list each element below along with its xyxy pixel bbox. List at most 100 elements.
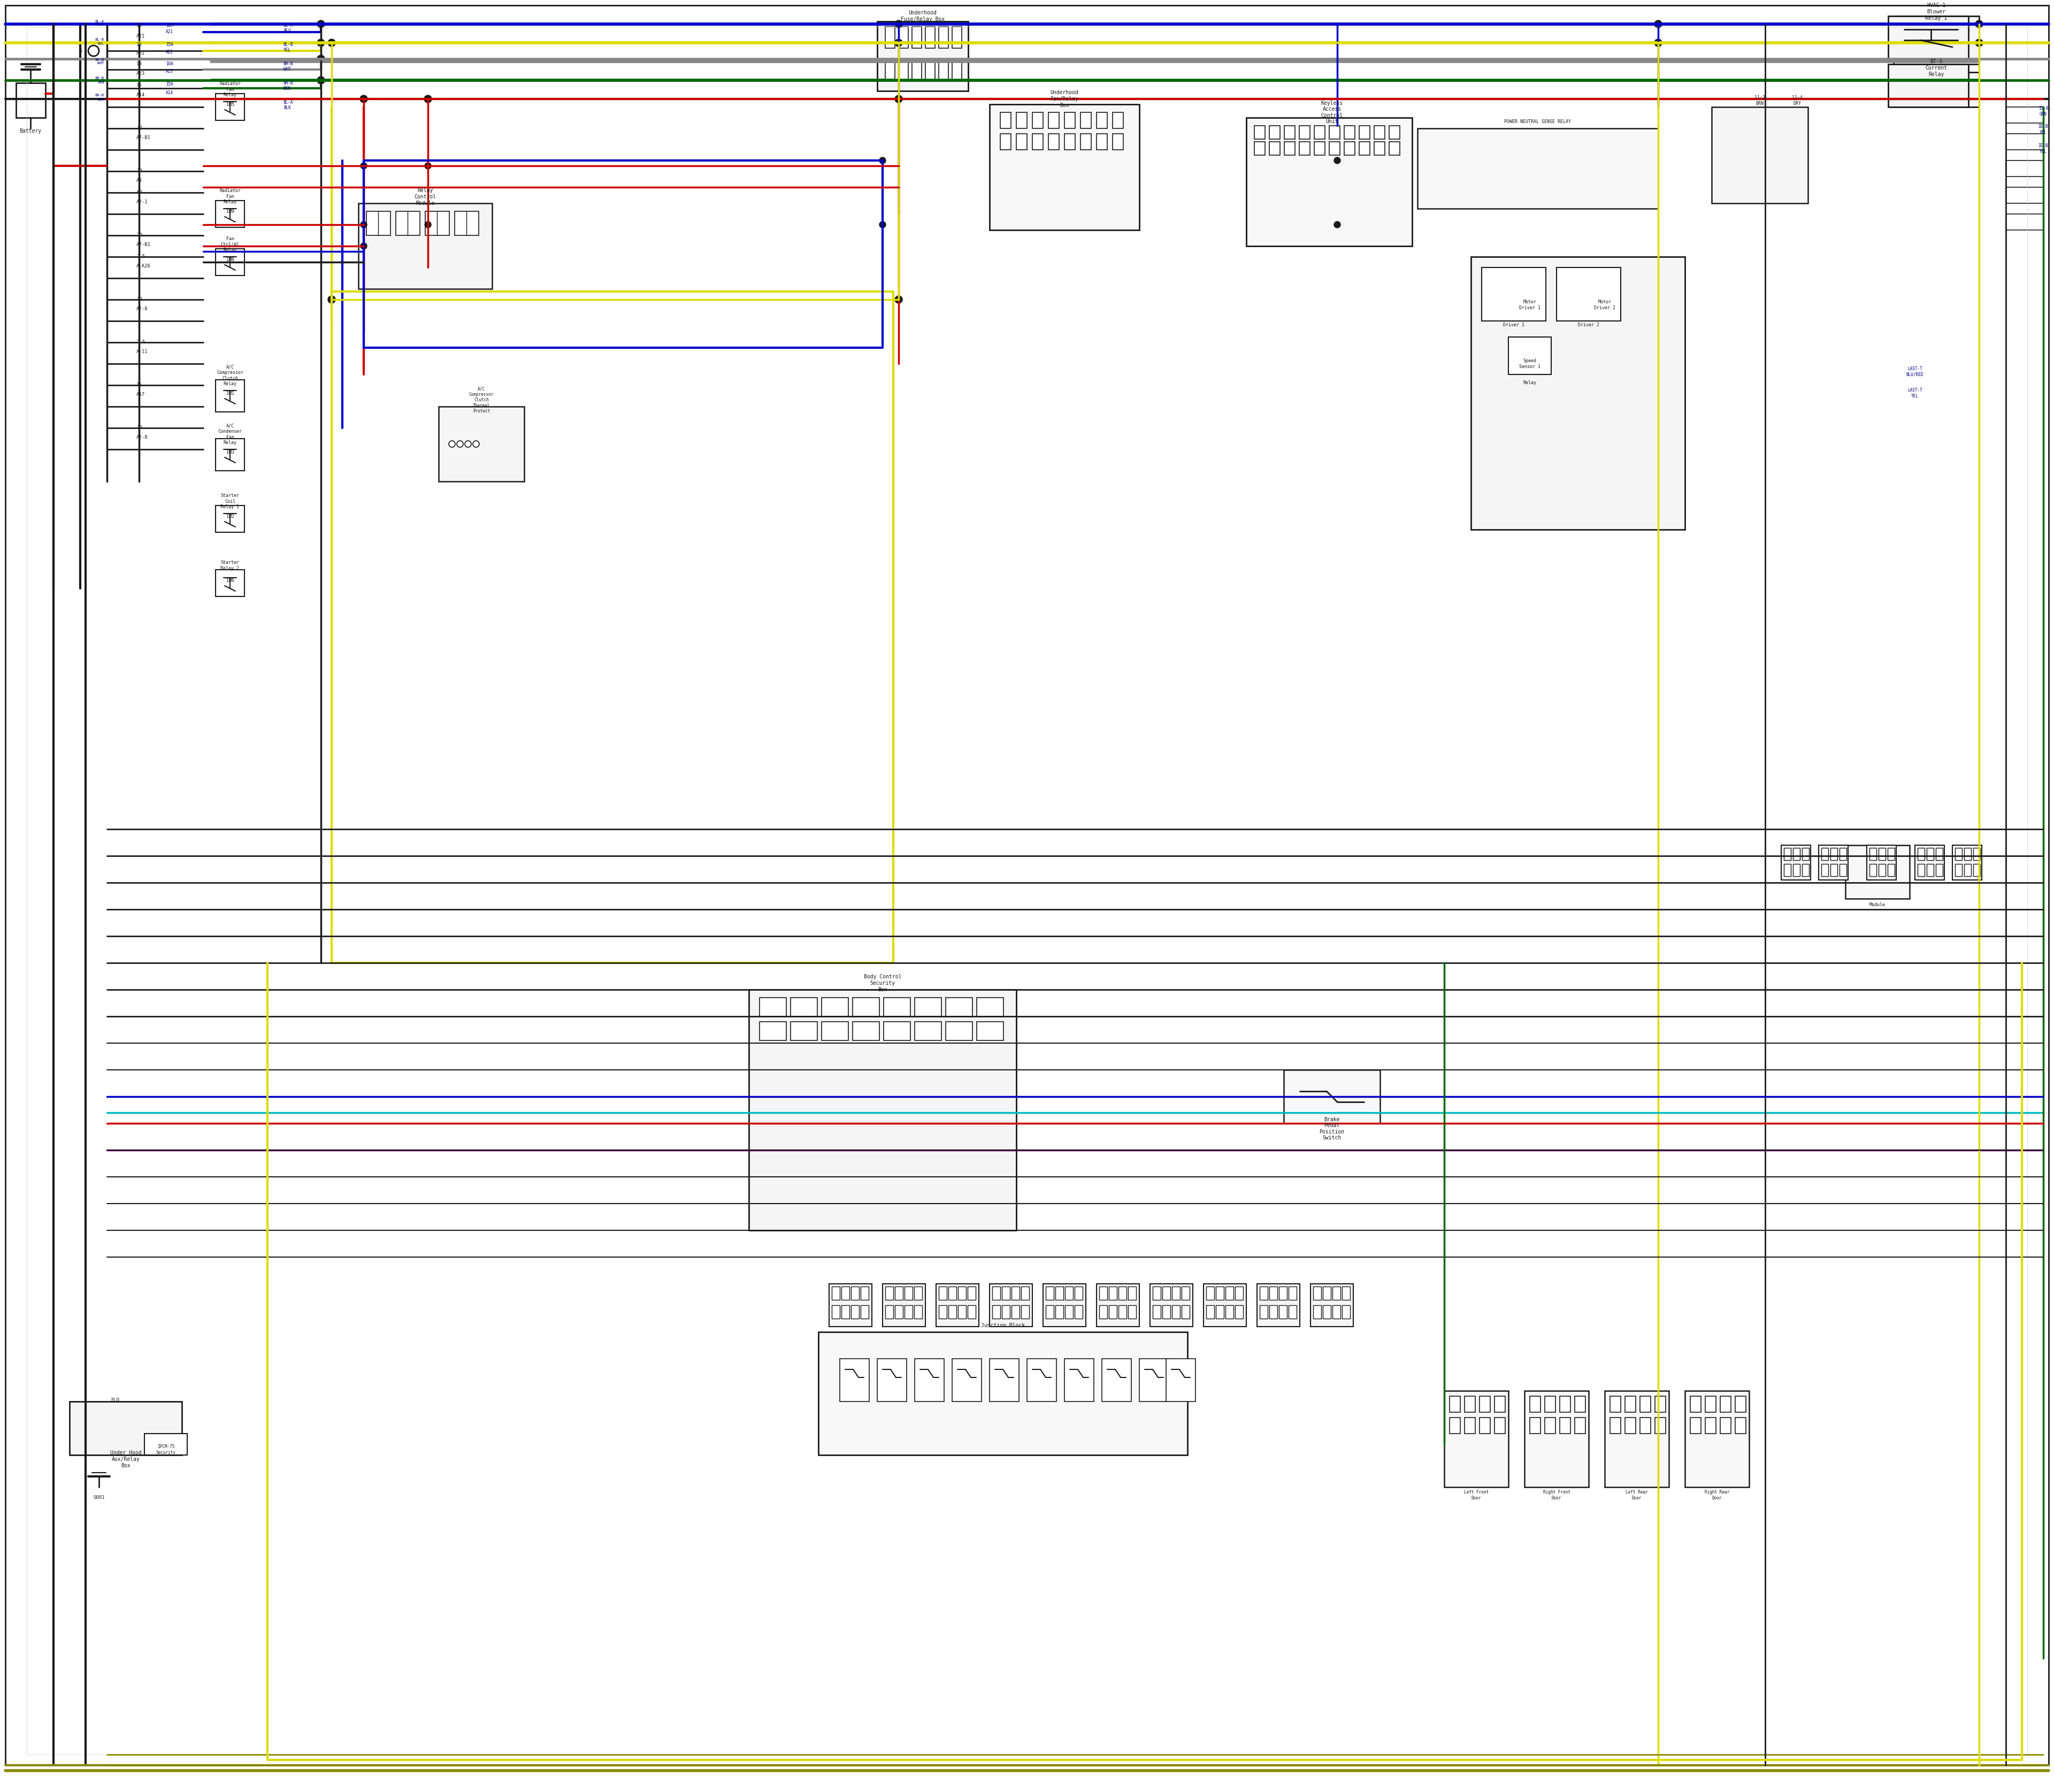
Bar bbox=[1575, 1417, 1586, 1434]
Bar bbox=[939, 27, 949, 48]
Circle shape bbox=[362, 222, 368, 228]
Bar bbox=[939, 1287, 947, 1299]
Text: Relay
Control
Module: Relay Control Module bbox=[415, 188, 435, 206]
Text: Fan
Ctrl/AC
Relay: Fan Ctrl/AC Relay bbox=[220, 237, 240, 253]
Bar bbox=[896, 1305, 904, 1319]
Bar bbox=[939, 59, 949, 81]
Text: 1M1: 1M1 bbox=[226, 391, 234, 396]
Bar bbox=[1048, 113, 1060, 129]
Bar bbox=[70, 1401, 183, 1455]
Text: Underhood
Fuse/Relay Box: Underhood Fuse/Relay Box bbox=[902, 11, 945, 22]
Bar bbox=[1610, 1396, 1621, 1412]
Bar bbox=[1495, 1417, 1506, 1434]
Text: 10: 10 bbox=[136, 23, 142, 29]
Bar bbox=[900, 59, 908, 81]
Bar bbox=[904, 1287, 912, 1299]
Text: A21: A21 bbox=[166, 30, 173, 34]
Bar bbox=[1573, 272, 1637, 315]
Text: WHT: WHT bbox=[283, 66, 292, 72]
Bar bbox=[1074, 1305, 1082, 1319]
Bar bbox=[1374, 125, 1384, 140]
Bar bbox=[2007, 134, 2044, 151]
Bar bbox=[216, 380, 244, 412]
Bar bbox=[1064, 134, 1074, 151]
Bar bbox=[1064, 1287, 1072, 1299]
Bar bbox=[1487, 262, 1647, 509]
Circle shape bbox=[896, 296, 902, 303]
Text: 2.5: 2.5 bbox=[136, 254, 146, 260]
Bar bbox=[1341, 1305, 1349, 1319]
Bar bbox=[1497, 332, 1561, 375]
Text: 15A: 15A bbox=[166, 82, 173, 88]
Bar bbox=[1656, 1396, 1666, 1412]
Bar bbox=[1711, 108, 1808, 202]
Bar bbox=[1097, 1283, 1140, 1326]
Text: 8H-B: 8H-B bbox=[283, 81, 294, 86]
Text: 2.5: 2.5 bbox=[136, 340, 146, 344]
Bar bbox=[1927, 864, 1933, 876]
Bar bbox=[1497, 272, 1561, 315]
Bar bbox=[1269, 125, 1280, 140]
Text: BT-5
Current
Relay: BT-5 Current Relay bbox=[1925, 59, 1947, 77]
Bar bbox=[1163, 1287, 1171, 1299]
Bar bbox=[1315, 142, 1325, 156]
Bar bbox=[1204, 1283, 1247, 1326]
Bar bbox=[1064, 1358, 1095, 1401]
Bar bbox=[16, 82, 45, 118]
Bar bbox=[1575, 1396, 1586, 1412]
Text: A14: A14 bbox=[166, 90, 173, 95]
Bar bbox=[1097, 113, 1107, 129]
Bar bbox=[1048, 134, 1060, 151]
Bar bbox=[945, 998, 972, 1016]
Bar bbox=[1444, 1391, 1508, 1487]
Bar bbox=[1313, 1287, 1321, 1299]
Bar bbox=[1099, 1305, 1107, 1319]
Text: G: G bbox=[78, 48, 82, 54]
Bar bbox=[1080, 113, 1091, 129]
Bar bbox=[750, 989, 1017, 1231]
Bar bbox=[990, 104, 1140, 229]
Text: LAST-T
YEL: LAST-T YEL bbox=[1908, 389, 1923, 398]
Text: 30: 30 bbox=[136, 297, 142, 303]
Text: A23: A23 bbox=[136, 72, 146, 75]
Bar bbox=[454, 211, 479, 235]
Text: Left Rear
Door: Left Rear Door bbox=[1625, 1489, 1647, 1500]
Text: A-A26: A-A26 bbox=[136, 263, 150, 269]
Bar bbox=[1927, 848, 1933, 860]
Bar bbox=[877, 1358, 906, 1401]
Bar bbox=[1150, 1283, 1193, 1326]
Bar bbox=[1508, 337, 1551, 375]
Bar bbox=[1300, 142, 1310, 156]
Bar bbox=[1417, 129, 1658, 208]
Circle shape bbox=[896, 20, 902, 29]
Bar bbox=[1830, 864, 1838, 876]
Bar bbox=[1530, 1417, 1540, 1434]
Text: LAST-T
BLU/RED: LAST-T BLU/RED bbox=[1906, 367, 1925, 376]
Text: A22: A22 bbox=[166, 50, 173, 54]
Bar bbox=[896, 1287, 904, 1299]
Bar bbox=[1840, 864, 1847, 876]
Text: Starter
Relay 2: Starter Relay 2 bbox=[220, 561, 240, 570]
Bar bbox=[1234, 1305, 1243, 1319]
Bar bbox=[1822, 848, 1828, 860]
Circle shape bbox=[359, 95, 368, 102]
Bar bbox=[1099, 1287, 1107, 1299]
Bar bbox=[1955, 864, 1962, 876]
Bar bbox=[945, 1021, 972, 1041]
Bar bbox=[885, 1287, 893, 1299]
Bar bbox=[1374, 142, 1384, 156]
Bar bbox=[1027, 1358, 1056, 1401]
Bar bbox=[883, 1021, 910, 1041]
Bar bbox=[883, 998, 910, 1016]
Bar bbox=[1479, 1396, 1491, 1412]
Circle shape bbox=[1653, 20, 1662, 29]
Bar bbox=[1869, 864, 1877, 876]
Bar bbox=[1830, 848, 1838, 860]
Text: Radiator
Fan
Relay: Radiator Fan Relay bbox=[220, 188, 240, 204]
Bar bbox=[1216, 1305, 1224, 1319]
Bar bbox=[1783, 848, 1791, 860]
Bar bbox=[914, 998, 941, 1016]
Bar bbox=[885, 1305, 893, 1319]
Bar bbox=[1974, 864, 1980, 876]
Bar bbox=[1888, 65, 1968, 108]
